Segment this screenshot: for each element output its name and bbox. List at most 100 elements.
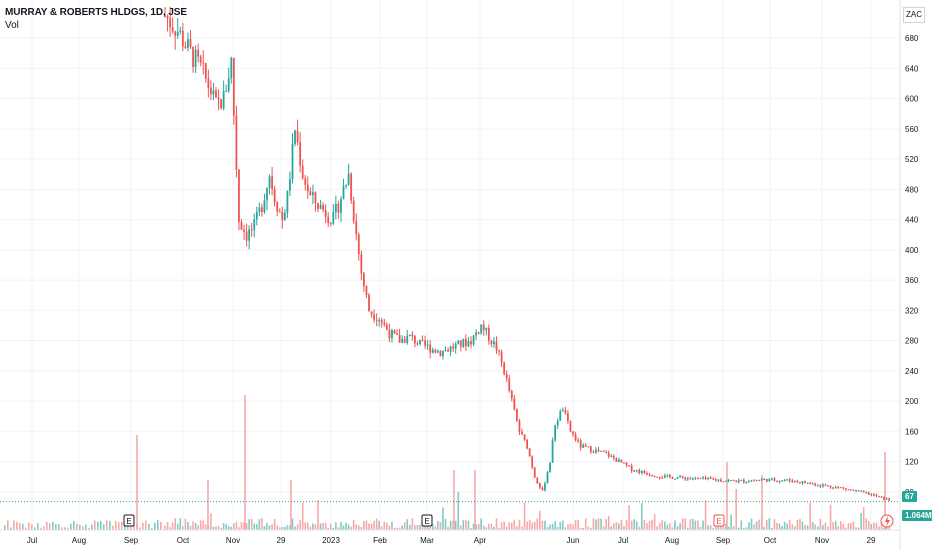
earnings-marker-box: [421, 514, 433, 527]
volume-bar: [360, 526, 363, 530]
volume-bar: [768, 518, 771, 530]
candle-body: [758, 480, 761, 482]
volume-bar: [799, 518, 801, 530]
candle-body: [243, 229, 245, 232]
candle-body: [164, 15, 166, 17]
volume-bar: [630, 520, 633, 530]
volume-bar: [567, 524, 569, 530]
candle-body: [658, 477, 661, 479]
candle-body: [707, 477, 710, 479]
candle-body: [765, 478, 768, 482]
volume-bar: [806, 525, 809, 530]
volume-bar: [743, 527, 745, 530]
candle-body: [334, 203, 337, 213]
candle-body: [771, 478, 773, 480]
volume-spike: [474, 470, 476, 530]
candle-body: [299, 142, 302, 166]
volume-bar: [832, 522, 834, 530]
volume-bar: [424, 525, 426, 530]
volume-bar: [842, 523, 845, 530]
candle-body: [518, 420, 521, 432]
candle-body: [227, 78, 230, 92]
candle-body: [640, 470, 643, 473]
candle-body: [819, 485, 822, 487]
candle-body: [633, 470, 636, 472]
candle-body: [472, 335, 475, 345]
candle-body: [411, 334, 414, 336]
candle-body: [691, 478, 694, 480]
candle-body: [824, 484, 827, 486]
currency-badge[interactable]: ZAC: [903, 7, 925, 23]
volume-bar: [444, 518, 447, 530]
volume-bar: [37, 523, 39, 530]
candle-body: [281, 211, 284, 221]
candle-body: [431, 349, 434, 353]
candle-body: [487, 327, 490, 341]
volume-bar: [174, 518, 176, 530]
time-axis[interactable]: Jul Aug Sep Oct Nov 29 2023 Feb Mar Apr Jun Jul Aug S…: [27, 536, 876, 545]
candle-body: [844, 488, 847, 490]
volume-bar: [452, 520, 454, 530]
volume-bar: [253, 523, 256, 530]
volume-bar: [643, 519, 646, 530]
volume-bar: [245, 523, 248, 530]
candle-body: [635, 470, 638, 472]
candle-body: [526, 439, 528, 449]
volume-bar: [10, 527, 12, 530]
candle-body: [712, 478, 715, 480]
candle-body: [528, 448, 531, 457]
candle-body: [776, 480, 778, 482]
volume-bar: [58, 524, 60, 530]
volume-bar: [740, 520, 743, 530]
candle-body: [855, 490, 857, 492]
candle-body: [350, 173, 353, 201]
volume-bar: [91, 524, 93, 530]
y-tick-label: 240: [905, 367, 919, 376]
volume-bar: [610, 526, 613, 530]
volume-bar: [319, 523, 322, 530]
volume-bar: [355, 524, 358, 530]
volume-bar: [878, 526, 880, 530]
candle-body: [862, 490, 865, 492]
lightning-icon[interactable]: [880, 514, 894, 528]
candle-body: [628, 465, 630, 467]
volume-bar: [411, 518, 414, 530]
x-tick-label: Nov: [226, 536, 240, 545]
candle-body: [597, 449, 600, 452]
volume-bar: [475, 524, 477, 530]
candle-body: [829, 485, 832, 488]
candle-body: [480, 324, 483, 334]
candle-body: [166, 15, 169, 19]
candle-body: [773, 478, 776, 481]
volume-bar: [40, 527, 42, 530]
price-axis[interactable]: 8012016020024028032036040044048052056060…: [905, 34, 919, 497]
volume-bar: [658, 522, 661, 530]
y-tick-label: 520: [905, 155, 919, 164]
candle-body: [763, 478, 766, 480]
volume-bar: [227, 526, 230, 530]
candle-body: [587, 446, 590, 448]
volume-bar: [182, 526, 184, 530]
candle-body: [291, 143, 294, 180]
chart-grid: [0, 0, 900, 530]
y-tick-label: 480: [905, 185, 919, 194]
volume-bar: [85, 524, 87, 530]
candle-body: [768, 478, 771, 482]
volume-bar: [875, 522, 878, 530]
volume-bar: [750, 518, 753, 530]
volume-bar: [335, 522, 337, 530]
candle-body: [748, 481, 750, 483]
volume-bar: [416, 524, 419, 530]
volume-bar: [873, 522, 875, 530]
volume-bar: [106, 520, 108, 530]
volume-bar: [778, 523, 781, 530]
candle-body: [495, 341, 498, 351]
volume-bar: [822, 525, 824, 530]
candle-body: [317, 202, 319, 209]
candle-body: [271, 176, 273, 190]
volume-bar: [317, 500, 319, 530]
volume-bar: [544, 520, 546, 530]
volume-bar: [646, 523, 648, 530]
candle-body: [536, 477, 539, 484]
